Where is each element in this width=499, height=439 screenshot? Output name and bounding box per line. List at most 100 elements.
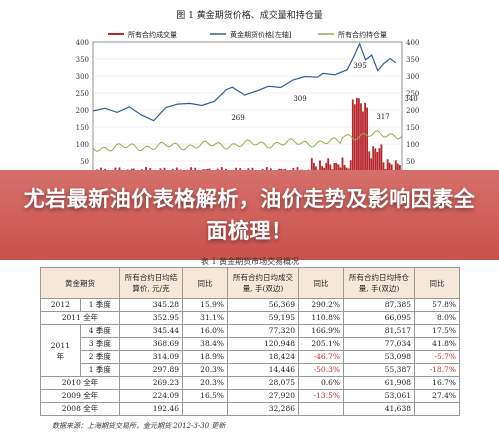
ytick-left-5: 150: [76, 124, 89, 132]
price-line: [92, 42, 397, 122]
cell-oi: 55,387: [343, 363, 415, 377]
cell-oi-yoy: 27.4%: [414, 389, 460, 403]
table-header-row: 黄金期货 所有合约日均结算价, 元/克 同比 所有合约日均成交量, 手(双边) …: [40, 267, 460, 299]
legend-volume: 所有合约成交量: [128, 30, 177, 39]
ytick-right-2: 300: [406, 73, 419, 81]
cell-price-yoy: 16.0%: [182, 324, 228, 338]
cell-oi-yoy: 17.5%: [414, 324, 460, 338]
trading-summary-table: 黄金期货 所有合约日均结算价, 元/克 同比 所有合约日均成交量, 手(双边) …: [40, 267, 460, 416]
header-period: 黄金期货: [40, 267, 120, 299]
cell-volume-yoy: [298, 402, 344, 416]
volume-bar: [351, 99, 354, 180]
cell-volume-yoy: -50.3%: [298, 363, 344, 377]
header-yoy-oi: 同比: [414, 267, 460, 299]
ytick-right-4: 200: [406, 107, 419, 115]
cell-year: 2008 全年: [40, 402, 120, 416]
cell-volume-yoy: -46.7%: [298, 350, 344, 364]
volume-bar: [364, 102, 366, 180]
ytick-left-0: 400: [76, 39, 89, 47]
cell-volume: 120,948: [227, 337, 299, 351]
cell-price: 368.69: [119, 337, 183, 351]
header-yoy-volume: 同比: [298, 267, 344, 299]
cell-price-yoy: 18.9%: [182, 350, 228, 364]
header-avg-oi: 所有合约日均持仓量, 手(双边): [343, 267, 415, 299]
cell-oi-yoy: 41.8%: [414, 337, 460, 351]
cell-oi: 81,517: [343, 324, 415, 338]
annotation-309: 309: [293, 95, 306, 103]
header-avg-volume: 所有合约日均成交量, 手(双边): [227, 267, 299, 299]
cell-price-yoy: 20.3%: [182, 376, 228, 390]
volume-bar: [368, 151, 371, 180]
cell-price-yoy: [182, 402, 228, 416]
cell-volume-yoy: 166.9%: [298, 324, 344, 338]
cell-year: 2011 年: [40, 324, 81, 377]
ytick-left-7: 50: [80, 158, 89, 166]
price-annotations: 269 309 395 317 340: [231, 62, 417, 122]
article-title-banner: 尤岩最新油价表格解析，油价走势及影响因素全面梳理！: [0, 170, 499, 260]
price-volume-chart: 所有合约成交量 黄金期货价格[左轴] 所有合约持仓量 400 350 300 2…: [76, 30, 419, 180]
table-row: 2 季度 314.09 18.9% 18,424 -46.7% 53,098 -…: [41, 350, 460, 364]
volume-bar: [378, 148, 381, 180]
header-avg-price: 所有合约日均结算价, 元/克: [119, 267, 183, 299]
volume-bar: [327, 158, 330, 180]
cell-price-yoy: 20.3%: [182, 363, 228, 377]
open-interest-line: [92, 130, 403, 153]
ytick-right-0: 400: [406, 39, 419, 47]
legend: 所有合约成交量 黄金期货价格[左轴] 所有合约持仓量: [108, 30, 387, 39]
table-row: 2009 全年 224.09 16.5% 27,920 -13.5% 53,06…: [40, 389, 460, 403]
cell-period: 1 季度: [79, 363, 121, 377]
volume-bar: [341, 157, 344, 180]
plot-frame: [92, 41, 403, 180]
cell-oi: 61,908: [343, 376, 415, 390]
table-row: 2008 全年 192.46 32,286 41,638: [40, 402, 460, 416]
table-row: 3 季度 368.69 38.4% 120,948 205.1% 77,034 …: [41, 337, 460, 351]
table-caption: 表 1 黄金期货市场交易概况: [200, 257, 300, 266]
cell-oi-yoy: [414, 402, 460, 416]
volume-bar: [362, 111, 364, 180]
cell-oi: 53,061: [343, 389, 415, 403]
cell-price: 345.44: [119, 324, 183, 338]
cell-volume-yoy: 110.8%: [298, 311, 344, 325]
ytick-left-4: 200: [76, 107, 89, 115]
cell-volume-yoy: 290.2%: [298, 298, 344, 312]
cell-volume-yoy: -13.5%: [298, 389, 344, 403]
volume-bar: [372, 146, 375, 180]
annotation-340: 340: [404, 95, 417, 103]
volume-bar: [386, 159, 389, 180]
cell-year: 2009 全年: [40, 389, 120, 403]
table-row: 2010 全年 269.23 20.3% 28,075 0.6% 61,908 …: [40, 376, 460, 390]
cell-oi: 53,098: [343, 350, 415, 364]
header-yoy-price: 同比: [182, 267, 228, 299]
trading-summary-table-section: 表 1 黄金期货市场交易概况 黄金期货 所有合约日均结算价, 元/克 同比 所有…: [40, 256, 460, 416]
cell-period: 1 季度: [79, 298, 121, 312]
cell-price-yoy: 38.4%: [182, 337, 228, 351]
right-axis-ticks: 400 350 300 250 200 150 100 50 0: [406, 39, 419, 180]
cell-oi: 87,385: [343, 298, 415, 312]
cell-volume-yoy: 0.6%: [298, 376, 344, 390]
cell-oi-yoy: -18.7%: [414, 363, 460, 377]
cell-oi-yoy: 16.7%: [414, 376, 460, 390]
volume-bar: [370, 158, 373, 180]
article-title: 尤岩最新油价表格解析，油价走势及影响因素全面梳理！: [23, 187, 476, 243]
ytick-right-7: 50: [406, 158, 415, 166]
ytick-left-1: 350: [76, 56, 89, 64]
cell-volume-yoy: 205.1%: [298, 337, 344, 351]
table-row: 2011 年 4 季度 345.44 16.0% 77,320 166.9% 8…: [40, 324, 460, 377]
cell-oi-yoy: 57.8%: [414, 298, 460, 312]
cell-period: 4 季度: [79, 324, 121, 338]
volume-bar: [376, 152, 379, 180]
cell-price-yoy: 31.1%: [182, 311, 228, 325]
cell-price: 297.89: [119, 363, 183, 377]
volume-bar: [366, 107, 368, 180]
volume-bar: [353, 104, 356, 180]
cell-oi: 77,034: [343, 337, 415, 351]
ytick-left-6: 100: [76, 141, 89, 149]
table-row: 2012 1 季度 345.28 15.9% 56,369 290.2% 87,…: [40, 298, 460, 312]
volume-bar: [310, 158, 313, 180]
cell-volume: 28,075: [227, 376, 299, 390]
cell-volume: 32,286: [227, 402, 299, 416]
ytick-right-1: 350: [406, 56, 419, 64]
cell-price: 192.46: [119, 402, 183, 416]
legend-price: 黄金期货价格[左轴]: [230, 30, 292, 39]
volume-bar: [358, 98, 360, 180]
